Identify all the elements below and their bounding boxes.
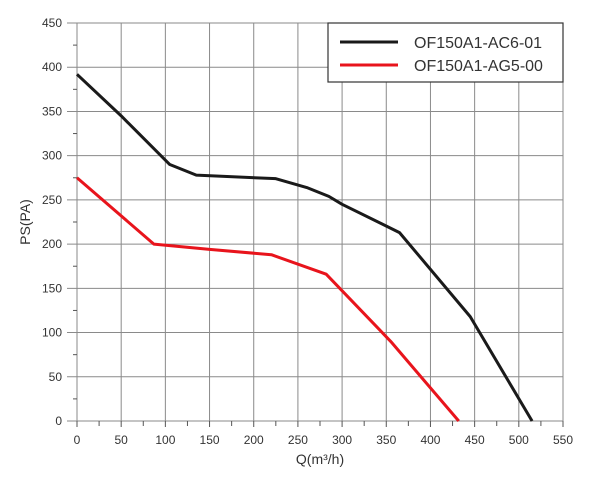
y-tick-label: 200 bbox=[42, 237, 62, 251]
y-tick-label: 50 bbox=[49, 370, 63, 384]
y-tick-label: 300 bbox=[42, 149, 62, 163]
grid bbox=[67, 22, 564, 422]
legend-box bbox=[327, 22, 564, 83]
x-tick-label: 550 bbox=[553, 433, 573, 447]
y-tick-label: 400 bbox=[42, 60, 62, 74]
y-axis-label: PS(PA) bbox=[17, 199, 33, 245]
x-tick-label: 150 bbox=[200, 433, 220, 447]
y-tick-label: 250 bbox=[42, 193, 62, 207]
x-tick-label: 450 bbox=[465, 433, 485, 447]
legend-label-ac6: OF150A1-AC6-01 bbox=[414, 35, 542, 52]
series-lines bbox=[75, 73, 534, 422]
x-tick-label: 400 bbox=[420, 433, 440, 447]
y-tick-label: 0 bbox=[55, 414, 62, 428]
x-tick-label: 500 bbox=[509, 433, 529, 447]
x-tick-label: 250 bbox=[288, 433, 308, 447]
x-axis-label: Q(m³/h) bbox=[296, 451, 344, 467]
y-tick-label: 150 bbox=[42, 281, 62, 295]
legend-label-ag5: OF150A1-AG5-00 bbox=[414, 58, 543, 75]
y-tick-label: 100 bbox=[42, 326, 62, 340]
x-tick-label: 50 bbox=[115, 433, 129, 447]
x-tick-label: 0 bbox=[74, 433, 81, 447]
axes: 0 50 100 150 200 250 300 350 400 450 500 550 0 50 100 1… bbox=[42, 16, 573, 447]
x-tick-label: 100 bbox=[155, 433, 175, 447]
x-tick-label: 350 bbox=[376, 433, 396, 447]
x-tick-label: 200 bbox=[244, 433, 264, 447]
y-tick-label: 350 bbox=[42, 104, 62, 118]
legend: OF150A1-AC6-01 OF150A1-AG5-00 bbox=[327, 22, 564, 83]
series-line-0 bbox=[75, 73, 534, 422]
x-tick-label: 300 bbox=[332, 433, 352, 447]
series-line-1 bbox=[76, 176, 460, 422]
y-tick-label: 450 bbox=[42, 16, 62, 30]
